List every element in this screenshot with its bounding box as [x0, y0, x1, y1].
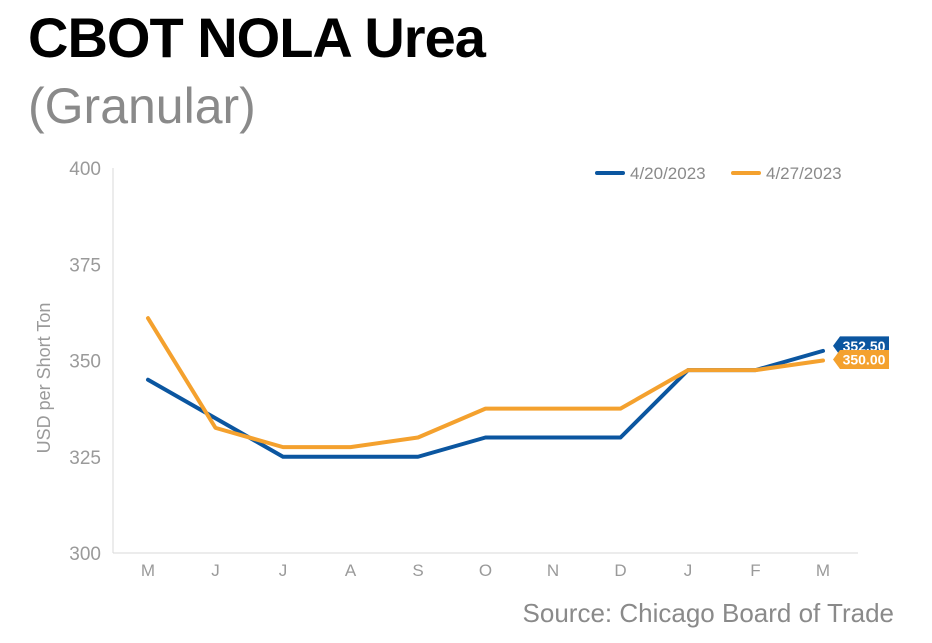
x-tick-label: A — [345, 561, 357, 580]
x-tick-label: M — [816, 561, 830, 580]
x-tick-label: O — [479, 561, 492, 580]
x-tick-label: J — [279, 561, 288, 580]
x-tick-label: D — [614, 561, 626, 580]
y-tick-label: 400 — [69, 159, 101, 180]
y-tick-label: 350 — [69, 352, 101, 373]
end-label-tag — [833, 350, 889, 369]
end-label-value: 352.50 — [843, 338, 886, 354]
y-ticks: 300 325 350 375 400 — [69, 159, 101, 565]
end-label-value: 350.00 — [843, 352, 886, 368]
x-tick-label: M — [141, 561, 155, 580]
legend-label: 4/20/2023 — [630, 164, 706, 183]
series-lines — [146, 316, 825, 459]
chart-title: CBOT NOLA Urea — [28, 6, 486, 69]
x-tick-label: F — [750, 561, 760, 580]
y-tick-label: 300 — [69, 544, 101, 565]
chart-subtitle: (Granular) — [28, 78, 256, 134]
x-tick-label: J — [684, 561, 693, 580]
x-tick-label: S — [412, 561, 423, 580]
source-note: Source: Chicago Board of Trade — [522, 598, 894, 628]
legend: 4/20/2023 4/27/2023 — [595, 164, 842, 183]
series-line-2 — [146, 316, 825, 450]
x-tick-label: N — [547, 561, 559, 580]
series-line-1 — [146, 348, 825, 459]
y-axis-label: USD per Short Ton — [34, 303, 54, 454]
y-tick-label: 375 — [69, 255, 101, 276]
y-tick-label: 325 — [69, 448, 101, 469]
x-tick-label: J — [211, 561, 220, 580]
axes — [112, 168, 858, 554]
legend-label: 4/27/2023 — [766, 164, 842, 183]
